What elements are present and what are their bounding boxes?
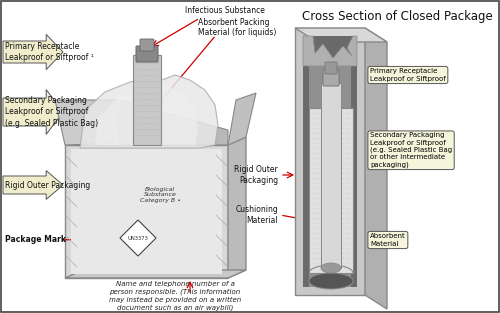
FancyArrow shape xyxy=(3,90,63,134)
FancyBboxPatch shape xyxy=(136,46,158,62)
Text: Rigid Outer
Packaging: Rigid Outer Packaging xyxy=(234,165,278,185)
Polygon shape xyxy=(71,149,222,274)
Ellipse shape xyxy=(321,263,341,273)
Text: Secondary Packaging
Leakproof or Siftproof
(e.g. Sealed Plastic Bag
or other int: Secondary Packaging Leakproof or Siftpro… xyxy=(370,132,452,167)
Polygon shape xyxy=(228,93,256,145)
Text: Absorbent
Material: Absorbent Material xyxy=(370,233,406,247)
Polygon shape xyxy=(65,145,228,278)
Polygon shape xyxy=(365,28,387,309)
Polygon shape xyxy=(309,66,351,287)
Polygon shape xyxy=(295,28,365,295)
FancyArrow shape xyxy=(3,34,63,69)
Text: Primary Receptacle
Leakproof or Siftproof ¹: Primary Receptacle Leakproof or Siftproo… xyxy=(5,42,94,62)
Text: Cross Section of Closed Package: Cross Section of Closed Package xyxy=(302,10,493,23)
FancyBboxPatch shape xyxy=(323,70,339,86)
Polygon shape xyxy=(55,100,120,145)
FancyBboxPatch shape xyxy=(140,39,154,51)
FancyBboxPatch shape xyxy=(325,62,337,74)
Text: Infectious Substance: Infectious Substance xyxy=(185,6,265,15)
Bar xyxy=(133,55,161,145)
Text: Cushioning
Material: Cushioning Material xyxy=(236,205,278,225)
Text: Absorbent Packing
Material (for liquids): Absorbent Packing Material (for liquids) xyxy=(198,18,276,37)
Text: Name and telephone number of a
person responsible. (This information
may instead: Name and telephone number of a person re… xyxy=(109,281,241,311)
Polygon shape xyxy=(303,36,357,66)
Ellipse shape xyxy=(309,273,353,289)
Bar xyxy=(309,108,353,273)
Polygon shape xyxy=(295,28,387,42)
Polygon shape xyxy=(95,84,198,145)
FancyArrow shape xyxy=(3,171,63,199)
Polygon shape xyxy=(228,137,246,278)
Polygon shape xyxy=(65,270,246,278)
Polygon shape xyxy=(80,75,218,148)
Text: Secondary Packaging
Leakproof or Siftproof
(e.g. Sealed Plastic Bag): Secondary Packaging Leakproof or Siftpro… xyxy=(5,96,98,128)
Polygon shape xyxy=(120,220,156,256)
Text: UN3373: UN3373 xyxy=(128,235,148,240)
Polygon shape xyxy=(120,100,228,145)
Text: Package Mark: Package Mark xyxy=(5,235,66,244)
Text: Biological
Substance
Category B •: Biological Substance Category B • xyxy=(140,187,180,203)
Text: Rigid Outer Packaging: Rigid Outer Packaging xyxy=(5,181,90,189)
Bar xyxy=(321,83,341,268)
Polygon shape xyxy=(303,36,357,287)
Text: Primary Receptacle
Leakproof or Siftproof: Primary Receptacle Leakproof or Siftproo… xyxy=(370,69,446,81)
